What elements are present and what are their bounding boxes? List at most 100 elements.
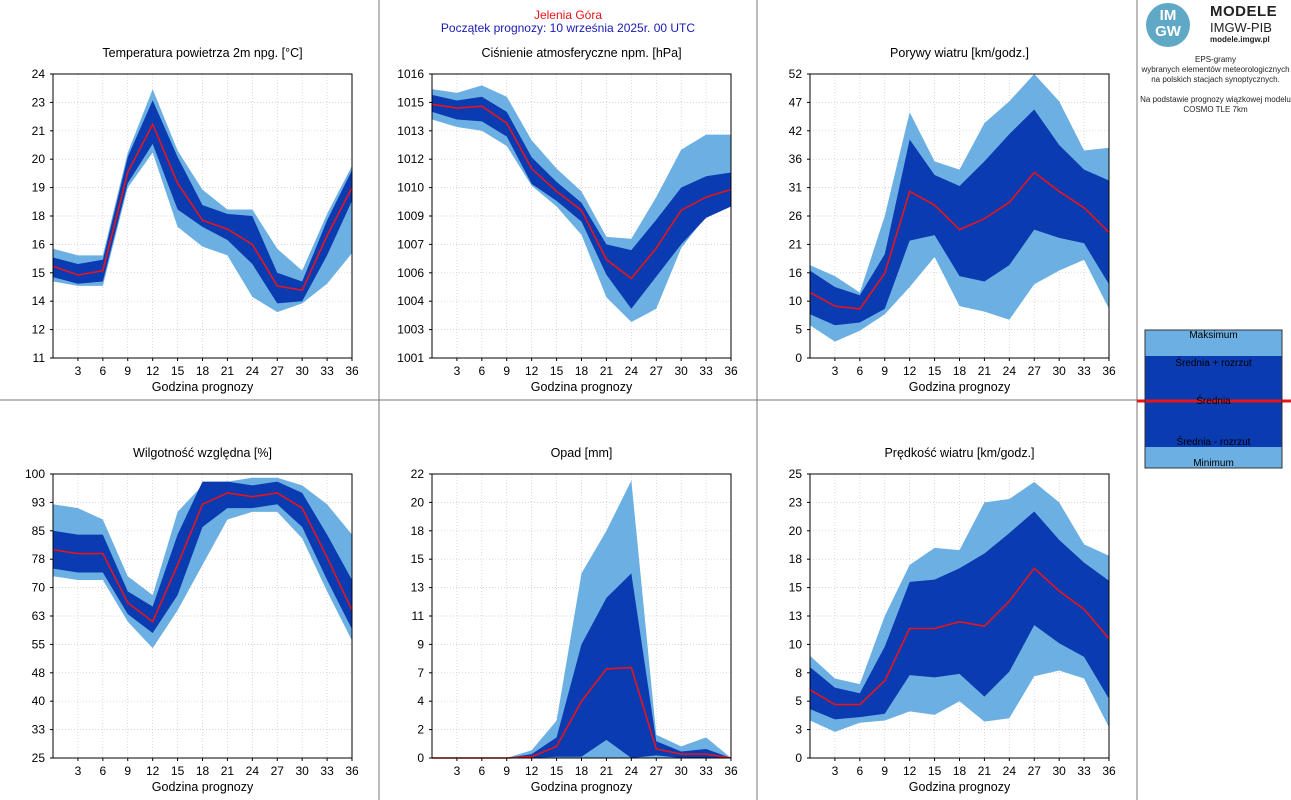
- y-tick-label: 19: [32, 181, 46, 195]
- y-tick-label: 11: [412, 609, 425, 623]
- x-tick-label: 12: [903, 764, 917, 778]
- x-axis-label: Godzina prognozy: [152, 780, 254, 794]
- y-tick-label: 70: [32, 581, 46, 595]
- x-tick-label: 9: [503, 764, 510, 778]
- band-spread: [53, 100, 352, 304]
- y-tick-label: 33: [32, 723, 46, 737]
- x-tick-label: 33: [699, 364, 713, 378]
- y-tick-label: 13: [789, 609, 803, 623]
- y-tick-label: 5: [795, 323, 802, 337]
- x-tick-label: 3: [454, 364, 461, 378]
- y-tick-label: 22: [411, 467, 425, 481]
- x-tick-label: 30: [1052, 764, 1066, 778]
- y-tick-label: 23: [32, 95, 46, 109]
- x-tick-label: 6: [856, 364, 863, 378]
- legend-label-mean-plus: Średnia + rozrzut: [1175, 358, 1252, 369]
- x-tick-label: 24: [1003, 764, 1017, 778]
- x-tick-label: 27: [271, 764, 285, 778]
- y-tick-label: 1013: [397, 124, 424, 138]
- legend-frame: [1144, 329, 1283, 469]
- band-spread: [432, 573, 731, 758]
- x-tick-label: 9: [881, 764, 888, 778]
- x-tick-label: 15: [171, 764, 185, 778]
- y-tick-label: 40: [32, 694, 46, 708]
- y-tick-label: 18: [411, 524, 425, 538]
- y-tick-label: 1010: [397, 181, 424, 195]
- x-tick-label: 36: [345, 364, 359, 378]
- y-tick-label: 2: [417, 723, 424, 737]
- y-tick-label: 25: [32, 751, 46, 765]
- y-tick-label: 1003: [397, 323, 424, 337]
- x-tick-label: 24: [246, 764, 260, 778]
- y-tick-label: 18: [789, 552, 803, 566]
- band-min-max: [53, 89, 352, 313]
- x-tick-label: 6: [99, 364, 106, 378]
- y-tick-label: 1004: [397, 294, 424, 308]
- x-tick-label: 36: [345, 764, 359, 778]
- x-tick-label: 12: [903, 364, 917, 378]
- x-tick-label: 3: [75, 364, 82, 378]
- x-tick-label: 24: [625, 364, 639, 378]
- y-tick-label: 52: [789, 67, 803, 81]
- y-tick-label: 1015: [397, 95, 424, 109]
- y-tick-label: 10: [789, 294, 803, 308]
- y-tick-label: 1007: [397, 237, 424, 251]
- y-tick-label: 15: [32, 266, 46, 280]
- chart-title: Ciśnienie atmosferyczne npm. [hPa]: [481, 46, 681, 60]
- y-tick-label: 1016: [397, 67, 424, 81]
- x-tick-label: 36: [724, 764, 738, 778]
- legend-label-mean: Średnia: [1196, 396, 1231, 407]
- mean-line: [431, 103, 732, 280]
- imgw-badge-top: IM: [1159, 7, 1177, 24]
- y-tick-label: 4: [417, 694, 424, 708]
- info-text: EPS-gramy wybranych elementów meteorolog…: [1140, 55, 1291, 115]
- y-tick-label: 3: [795, 723, 802, 737]
- chart-title: Opad [mm]: [551, 446, 613, 460]
- x-tick-label: 18: [196, 764, 210, 778]
- y-tick-label: 23: [789, 495, 803, 509]
- y-tick-label: 25: [789, 467, 803, 481]
- y-tick-label: 21: [32, 124, 46, 138]
- x-tick-label: 27: [650, 364, 664, 378]
- legend-graphic: [1137, 329, 1291, 469]
- logo-url[interactable]: modele.imgw.pl: [1210, 35, 1270, 44]
- x-tick-label: 9: [503, 364, 510, 378]
- imgw-logo[interactable]: IM GW MODELE IMGW-PIB modele.imgw.pl: [1140, 0, 1291, 50]
- logo-subtitle: IMGW-PIB: [1210, 20, 1272, 35]
- y-tick-label: 36: [789, 152, 803, 166]
- y-tick-label: 7: [417, 666, 424, 680]
- y-tick-label: 18: [32, 209, 46, 223]
- y-tick-label: 15: [789, 581, 803, 595]
- y-tick-label: 9: [417, 637, 424, 651]
- x-tick-label: 24: [246, 364, 260, 378]
- x-tick-label: 36: [1102, 364, 1116, 378]
- x-axis-label: Godzina prognozy: [152, 380, 254, 394]
- chart-panel-1: 1001 1003 1004 1006 1007 1009 1010 1012 1013 1015…: [397, 46, 738, 394]
- info-line-5: COSMO TLE 7km: [1183, 105, 1248, 114]
- info-line-3: na polskich stacjach synoptycznych.: [1151, 75, 1280, 84]
- y-tick-label: 15: [411, 552, 425, 566]
- x-axis-label: Godzina prognozy: [531, 380, 633, 394]
- y-tick-label: 1009: [397, 209, 424, 223]
- x-tick-label: 27: [650, 764, 664, 778]
- x-tick-label: 21: [978, 764, 992, 778]
- x-tick-label: 27: [1028, 764, 1042, 778]
- x-tick-label: 33: [699, 764, 713, 778]
- station-name: Jelenia Góra: [533, 8, 603, 22]
- x-tick-label: 21: [600, 364, 614, 378]
- y-tick-label: 13: [411, 581, 425, 595]
- x-tick-label: 15: [550, 764, 564, 778]
- x-tick-label: 27: [1028, 364, 1042, 378]
- band-spread: [53, 481, 352, 634]
- mean-line: [809, 171, 1110, 310]
- x-tick-label: 27: [271, 364, 285, 378]
- x-tick-label: 18: [575, 764, 589, 778]
- x-tick-label: 12: [146, 764, 160, 778]
- x-tick-label: 36: [1102, 764, 1116, 778]
- y-tick-label: 20: [32, 152, 46, 166]
- x-tick-label: 3: [832, 764, 839, 778]
